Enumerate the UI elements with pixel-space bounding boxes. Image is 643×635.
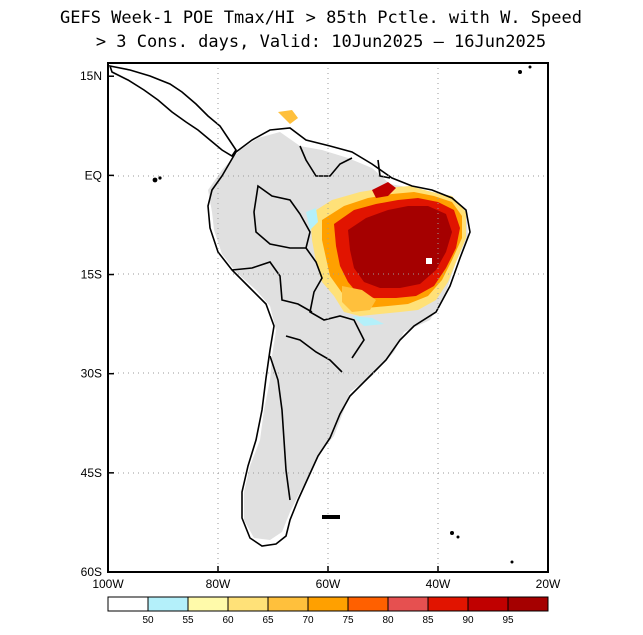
colorbar-label: 70 (302, 615, 314, 626)
islands (152, 65, 532, 564)
lon-tick-label: 20W (536, 577, 561, 591)
lat-tick-label: 15S (81, 268, 102, 282)
colorbar-label: 80 (382, 615, 394, 626)
colorbar-swatch (307, 596, 349, 612)
colorbar-swatch (147, 596, 189, 612)
colorbar-label: 75 (342, 615, 354, 626)
colorbar: 50 55 60 65 70 75 80 85 90 95 (107, 596, 549, 626)
colorbar-label: 95 (502, 615, 514, 626)
graticule (108, 63, 548, 572)
figure-title-line-1: GEFS Week-1 POE Tmax/HI > 85th Pctle. wi… (60, 8, 582, 28)
heat-probability-region (278, 110, 466, 326)
lon-tick-label: 100W (92, 577, 124, 591)
lat-tick-label: 60S (81, 565, 102, 579)
lon-tick-label: 80W (206, 577, 231, 591)
colorbar-label: 90 (462, 615, 474, 626)
lat-tick-label: 45S (81, 466, 102, 480)
colorbar-swatch (347, 596, 389, 612)
lat-tick-label: EQ (85, 168, 102, 182)
colorbar-swatch (427, 596, 469, 612)
latitude-tick-labels: 15N EQ 15S 30S 45S 60S (80, 69, 114, 579)
colorbar-label: 55 (182, 615, 194, 626)
colorbar-label: 60 (222, 615, 234, 626)
colorbar-swatch (187, 596, 229, 612)
colorbar-label: 50 (142, 615, 154, 626)
colorbar-swatch (387, 596, 429, 612)
coastlines-and-borders (207, 127, 471, 547)
colorbar-swatch (467, 596, 509, 612)
longitude-tick-labels: 100W 80W 60W 40W 20W (92, 566, 561, 591)
central-america-land (108, 64, 237, 158)
colorbar-label: 65 (262, 615, 274, 626)
colorbar-swatch (507, 596, 549, 612)
lon-tick-label: 40W (426, 577, 451, 591)
lon-tick-label: 60W (316, 577, 341, 591)
map-area (107, 62, 549, 573)
colorbar-swatch (107, 596, 149, 612)
lat-tick-label: 30S (81, 367, 102, 381)
colorbar-swatch (227, 596, 269, 612)
colorbar-swatch (267, 596, 309, 612)
figure-title-line-2: > 3 Cons. days, Valid: 10Jun2025 – 16Jun… (96, 32, 546, 52)
lat-tick-label: 15N (80, 69, 102, 83)
colorbar-label: 85 (422, 615, 434, 626)
